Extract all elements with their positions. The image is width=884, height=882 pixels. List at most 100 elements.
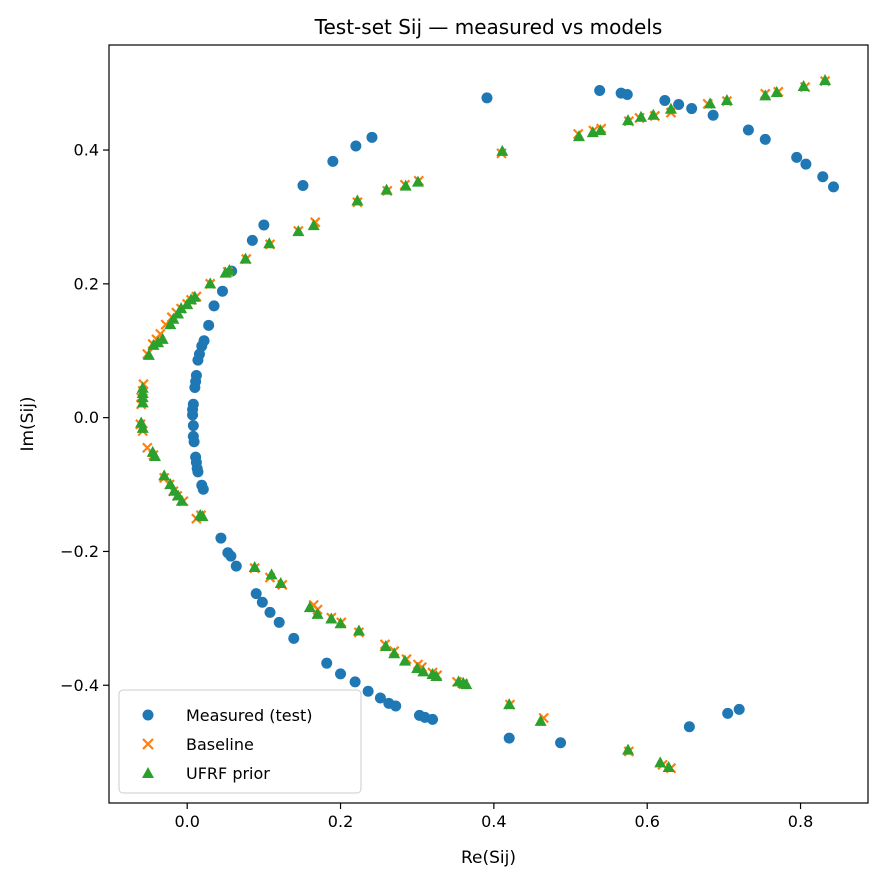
ufrf-point (496, 144, 509, 156)
legend-label-ufrf: UFRF prior (186, 764, 270, 783)
ufrf-point (398, 654, 411, 666)
ufrf-point (204, 277, 217, 289)
ufrf-point (586, 126, 599, 138)
measured-point (673, 99, 685, 111)
ufrf-point (239, 252, 252, 264)
measured-point (555, 737, 567, 749)
measured-point (350, 140, 362, 152)
ufrf-point (219, 266, 232, 278)
measured-point (742, 124, 754, 136)
ufrf-point (307, 219, 320, 231)
ufrf-point (647, 108, 660, 120)
ufrf-point (325, 612, 338, 624)
measured-point (250, 588, 262, 600)
ufrf-point (292, 225, 305, 237)
measured-point (707, 109, 719, 121)
ufrf-point (704, 97, 717, 109)
x-axis-label: Re(Sij) (461, 848, 516, 868)
measured-point (189, 382, 201, 394)
measured-point (197, 483, 209, 495)
ufrf-point (819, 73, 832, 85)
measured-point (659, 95, 671, 107)
ufrf-point (399, 179, 412, 191)
ufrf-point (662, 761, 675, 773)
measured-point (327, 155, 339, 167)
y-tick-label: −0.2 (60, 542, 99, 561)
plot-area (109, 45, 868, 803)
measured-point (192, 466, 204, 478)
ufrf-point (654, 756, 667, 768)
measured-point (187, 420, 199, 432)
ufrf-point (411, 662, 424, 674)
ufrf-point (352, 624, 365, 636)
data-points (135, 73, 839, 774)
legend-marker-baseline (142, 738, 154, 750)
measured-point (427, 713, 439, 725)
y-tick-label: 0.2 (74, 274, 99, 293)
ufrf-point (248, 561, 261, 573)
legend-label-baseline: Baseline (186, 735, 254, 754)
y-tick-label: −0.4 (60, 676, 99, 695)
measured-point (374, 692, 386, 704)
ufrf-point (388, 647, 401, 659)
ufrf-point (411, 175, 424, 187)
measured-point (817, 171, 829, 183)
plot-frame (108, 44, 869, 804)
measured-point (225, 550, 237, 562)
ufrf-point (164, 318, 177, 330)
ufrf-point (303, 601, 316, 613)
ufrf-point (147, 338, 160, 350)
measured-point (733, 703, 745, 715)
measured-point (192, 354, 204, 366)
ufrf-point (196, 510, 209, 522)
ufrf-point (149, 449, 161, 461)
y-axis-ticks: −0.4 −0.2 0.0 0.2 0.4 (60, 141, 109, 695)
measured-point (264, 606, 276, 618)
measured-point (800, 158, 812, 170)
x-tick-label: 0.2 (328, 812, 353, 831)
ufrf-point (622, 114, 635, 126)
ufrf-point (311, 607, 324, 619)
ufrf-point (334, 617, 347, 629)
measured-point (828, 181, 839, 193)
ufrf-point (380, 183, 393, 195)
ufrf-point (594, 124, 607, 136)
legend-marker-ufrf (142, 767, 154, 778)
ufrf-point (263, 237, 276, 249)
ufrf-point (351, 194, 364, 206)
measured-point (683, 721, 695, 733)
measured-point (481, 92, 493, 104)
x-tick-label: 0.0 (174, 812, 199, 831)
ufrf-point (460, 678, 473, 690)
measured-point (297, 179, 309, 191)
ufrf-point (158, 469, 171, 481)
measured-point (321, 657, 333, 669)
x-tick-label: 0.4 (481, 812, 506, 831)
measured-point (390, 700, 402, 712)
ufrf-point (664, 102, 677, 114)
measured-point (256, 596, 268, 608)
measured-point (791, 151, 803, 163)
ufrf-point (274, 577, 287, 589)
x-tick-label: 0.8 (788, 812, 813, 831)
measured-point (246, 234, 258, 246)
legend: Measured (test) Baseline UFRF prior (118, 689, 362, 794)
measured-point (208, 300, 220, 312)
ufrf-point (175, 494, 188, 506)
measured-point (216, 285, 228, 297)
ufrf-point (136, 396, 149, 408)
measured-point (188, 436, 200, 448)
x-tick-label: 0.6 (634, 812, 659, 831)
ufrf-point (770, 86, 783, 98)
x-axis-ticks: 0.0 0.2 0.4 0.6 0.8 (174, 803, 813, 831)
measured-point (759, 133, 771, 145)
measured-point (722, 707, 734, 719)
measured-point (230, 560, 242, 572)
ufrf-point (181, 298, 194, 310)
measured-point (273, 616, 285, 628)
chart-title: Test-set Sij — measured vs models (314, 15, 663, 39)
ufrf-point (172, 307, 184, 319)
measured-point (503, 732, 515, 744)
ufrf-point (572, 130, 585, 142)
